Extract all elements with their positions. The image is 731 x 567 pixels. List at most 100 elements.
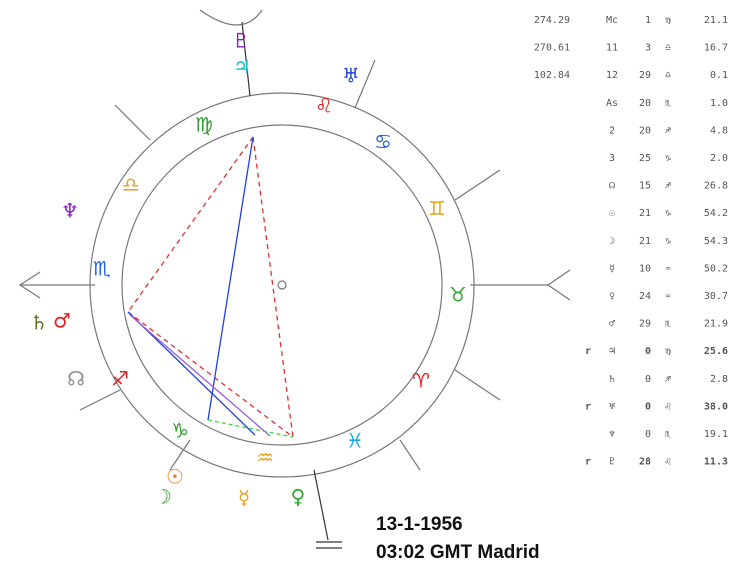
planet-glyph: ♇ xyxy=(232,29,250,53)
planet-glyph: ☿ xyxy=(238,486,250,510)
table-cell: 0 xyxy=(645,374,651,385)
table-cell: 29 xyxy=(639,319,651,330)
table-cell: 21.1 xyxy=(704,15,728,26)
table-cell: ♎ xyxy=(665,43,671,54)
sign-glyph: ♒ xyxy=(256,446,274,470)
aspect-line xyxy=(127,311,256,436)
cusp xyxy=(454,369,501,401)
table-cell: ♐ xyxy=(665,125,671,136)
chart-date: 13-1-1956 xyxy=(376,514,463,535)
glyphs: ♍ ♌ ♋ ♊ ♉ ♈ ♓ ♒ ♑ ♐ ♏ ♎ ♇♃ ♅ ♆ ♄ ♂ ☊ ☉☽ ☿ ♀ xyxy=(30,29,467,510)
table-cell: 54.2 xyxy=(704,208,728,219)
aspect-line xyxy=(129,314,271,437)
table-cell: ♐ xyxy=(665,374,671,385)
sign-glyph: ♍ xyxy=(195,113,213,137)
positions-table: 274.29 Mc 1 ♍ 21.1 270.61 11 3 ♎ 16.7 102.84 12 29 ♎ 0… xyxy=(534,15,728,468)
table-cell: 24 xyxy=(639,291,651,302)
table-cell: ☊ xyxy=(609,181,615,192)
table-cell: 1.0 xyxy=(710,98,728,109)
table-cell: ♍ xyxy=(665,15,672,26)
cusp xyxy=(454,169,501,201)
planet-glyph: ♄ xyxy=(30,311,48,335)
table-cell: ♃ xyxy=(609,346,615,357)
sign-glyph: ♏ xyxy=(93,257,111,281)
cusp xyxy=(354,59,376,109)
table-cell: r xyxy=(585,401,591,412)
table-cell: 4.8 xyxy=(710,125,728,136)
planet-glyph: ☽ xyxy=(154,485,172,509)
table-cell: 28 xyxy=(639,457,651,468)
table-cell: 270.61 xyxy=(534,43,570,54)
table-cell: 16.7 xyxy=(704,43,728,54)
aspects xyxy=(127,136,294,438)
cusp xyxy=(114,104,151,141)
aspect-line xyxy=(207,136,254,421)
table-cell: 11.3 xyxy=(704,457,728,468)
ic-axis xyxy=(313,469,329,541)
table-cell: ♀ xyxy=(609,291,615,302)
table-cell: ♐ xyxy=(665,181,671,192)
asc-arrow xyxy=(18,271,41,299)
table-cell: ♒ xyxy=(665,263,671,274)
cusp xyxy=(79,389,121,411)
table-cell: ♏ xyxy=(665,429,671,440)
table-cell: 102.84 xyxy=(534,70,570,81)
table-cell: ☉ xyxy=(609,208,615,219)
aspect-line xyxy=(252,136,294,438)
table-cell: 2.0 xyxy=(710,153,728,164)
center xyxy=(277,280,287,290)
planet-glyph: ☉ xyxy=(166,465,184,489)
sign-glyph: ♋ xyxy=(374,130,392,154)
wheel xyxy=(18,9,571,549)
table-cell: 0 xyxy=(645,346,651,357)
table-cell: ☿ xyxy=(609,263,615,274)
table-cell: 0.1 xyxy=(710,70,728,81)
table-cell: 21 xyxy=(639,208,651,219)
table-cell: As xyxy=(606,98,618,109)
table-cell: 1 xyxy=(645,15,651,26)
inner-circle xyxy=(121,124,443,446)
aspect-line xyxy=(127,311,294,438)
table-cell: r xyxy=(585,457,591,468)
planet-glyph: ☊ xyxy=(67,367,85,391)
table-cell: 25.6 xyxy=(704,346,728,357)
table-cell: 3 xyxy=(645,43,651,54)
planet-glyph: ♀ xyxy=(291,485,306,509)
table-cell: ♌ xyxy=(665,401,671,412)
mc-mark xyxy=(199,9,263,26)
table-cell: 2 xyxy=(609,125,615,136)
table-cell: ♑ xyxy=(665,153,671,164)
table-cell: r xyxy=(585,346,591,357)
planet-glyph: ♅ xyxy=(342,64,360,88)
table-cell: 25 xyxy=(639,153,651,164)
table-cell: 2.8 xyxy=(710,374,728,385)
table-cell: ♅ xyxy=(609,401,616,412)
table-cell: 21 xyxy=(639,236,651,247)
table-cell: ♌ xyxy=(665,457,671,468)
table-cell: 54.3 xyxy=(704,236,728,247)
table-cell: 10 xyxy=(639,263,651,274)
sign-glyph: ♌ xyxy=(315,94,333,118)
planet-glyph: ♂ xyxy=(53,309,71,333)
table-cell: 26.8 xyxy=(704,181,728,192)
table-cell: 3 xyxy=(609,153,615,164)
chart-time: 03:02 GMT Madrid xyxy=(376,542,540,563)
sign-glyph: ♐ xyxy=(111,367,129,391)
cusp xyxy=(169,439,191,471)
table-cell: ♂ xyxy=(609,319,616,330)
dsc-mark xyxy=(546,269,571,301)
aspect-line xyxy=(127,136,254,313)
table-cell: ♑ xyxy=(665,208,671,219)
table-cell: ♒ xyxy=(665,291,671,302)
table-cell: 11 xyxy=(606,43,618,54)
table-cell: 38.0 xyxy=(704,401,728,412)
table-cell: 50.2 xyxy=(704,263,728,274)
sign-glyph: ♑ xyxy=(171,419,189,443)
table-cell: 15 xyxy=(639,181,651,192)
table-cell: 12 xyxy=(606,70,618,81)
sign-glyph: ♈ xyxy=(412,369,430,393)
cusp xyxy=(399,439,421,471)
planet-glyph: ♆ xyxy=(61,199,79,223)
table-cell: ♏ xyxy=(665,319,671,330)
